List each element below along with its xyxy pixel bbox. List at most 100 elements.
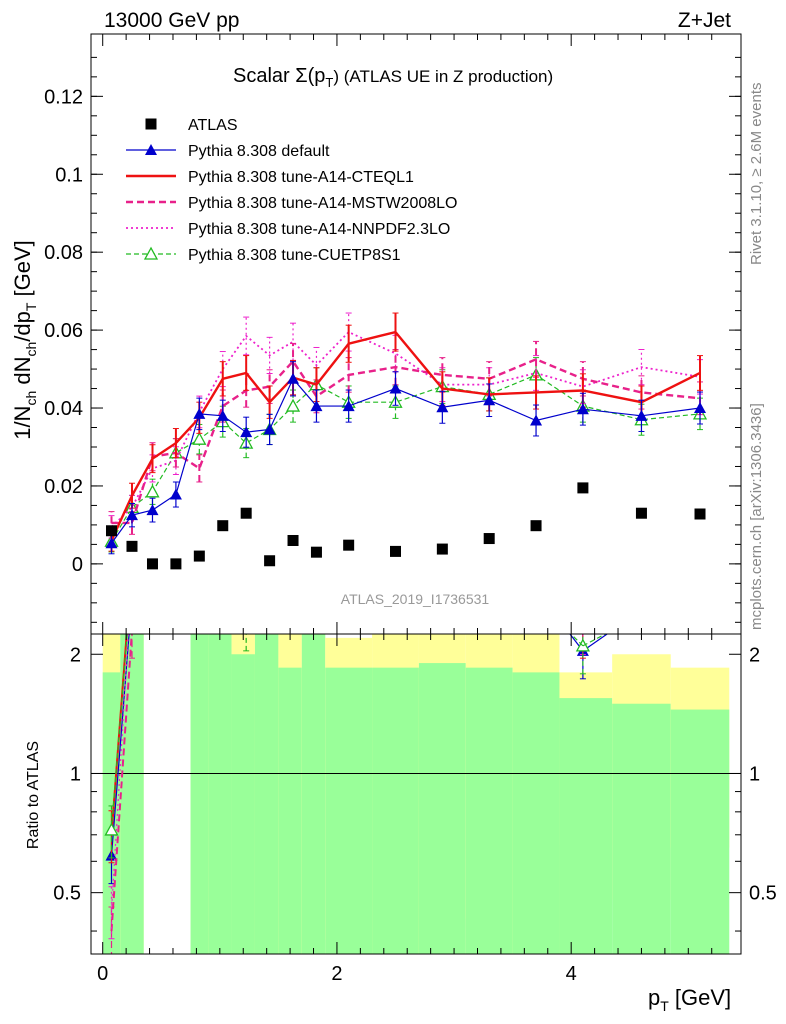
ratio-offscale-line-cuetp	[570, 634, 584, 647]
ratio-series	[104, 634, 609, 954]
y-axis-label-part: 1/N	[10, 406, 35, 440]
legend-marker-default	[145, 144, 157, 155]
band-inner	[612, 703, 671, 954]
y-tick-label: 0	[72, 554, 83, 576]
data-point-cuetp	[285, 398, 301, 412]
main-y-axis-label: 1/Nch dNch/dpT [GeV]	[10, 240, 39, 440]
data-point-default	[483, 394, 496, 406]
x-tick-label: 4	[566, 963, 577, 985]
ratio-y-tick-label: 1	[70, 763, 81, 785]
y-axis-label-part: T	[23, 302, 39, 311]
title-part: T	[325, 75, 333, 90]
y-tick-label: 0.02	[44, 476, 83, 498]
side-label-rivet: Rivet 3.1.10, ≥ 2.6M events	[748, 83, 765, 266]
title-part: ) (ATLAS UE in Z production)	[333, 67, 553, 86]
legend-item-cuetp: Pythia 8.308 tune-CUETP8S1	[126, 246, 401, 264]
data-point-atlas	[240, 507, 252, 519]
data-point-default	[216, 409, 229, 421]
data-point-cuetp	[145, 484, 160, 498]
data-point-atlas	[635, 507, 647, 519]
data-point-atlas	[146, 558, 158, 570]
data-point-atlas	[343, 539, 355, 551]
ratio-y-axis-label: Ratio to ATLAS	[25, 741, 42, 849]
data-point-default	[287, 372, 300, 384]
ratio-line-cuetp	[110, 634, 128, 831]
data-point-cuetp	[192, 431, 207, 445]
ratio-y-tick-label-right: 2	[749, 644, 760, 666]
ratio-y-tick-label: 2	[70, 644, 81, 666]
band-inner	[231, 654, 255, 954]
y-axis-label-part: ch	[23, 391, 39, 406]
data-point-default	[436, 401, 449, 413]
band-inner	[670, 709, 730, 954]
title-part: Scalar	[233, 65, 295, 87]
data-point-default	[310, 400, 323, 412]
ratio-plot-frame	[90, 633, 742, 955]
legend-label-nnpdf: Pythia 8.308 tune-A14-NNPDF2.3LO	[188, 221, 450, 238]
data-point-atlas	[694, 508, 706, 520]
data-point-default	[125, 509, 138, 521]
legend-label-default: Pythia 8.308 default	[188, 143, 330, 160]
ratio-y-tick-label: 0.5	[53, 883, 81, 905]
data-point-atlas	[287, 534, 299, 546]
data-point-atlas	[483, 533, 495, 545]
data-point-default	[146, 504, 159, 516]
data-point-default	[694, 402, 707, 414]
y-tick-label: 0.12	[44, 86, 83, 108]
ratio-series-cuetp	[104, 634, 607, 859]
data-point-atlas	[264, 555, 276, 567]
ratio-point-cuetp	[104, 822, 119, 836]
band-inner	[278, 667, 302, 954]
y-tick-label: 0.06	[44, 320, 83, 342]
x-tick-label: 2	[331, 963, 342, 985]
data-point-default	[193, 407, 206, 419]
x-label-part: T	[660, 998, 669, 1014]
band-inner	[208, 634, 232, 954]
band-inner	[301, 634, 326, 954]
y-axis-label-part: ch	[23, 342, 39, 357]
main-chart-title: Scalar Σ(pT) (ATLAS UE in Z production)	[233, 65, 553, 90]
header-right-label: Z+Jet	[678, 9, 731, 32]
data-point-atlas	[217, 520, 229, 532]
data-point-default	[169, 488, 182, 500]
data-point-atlas	[530, 520, 542, 532]
legend-marker-cuetp	[143, 246, 159, 260]
legend-label-cuetp: Pythia 8.308 tune-CUETP8S1	[188, 247, 401, 264]
legend-item-atlas: ATLAS	[145, 117, 238, 134]
header-left-label: 13000 GeV pp	[104, 9, 239, 32]
data-point-atlas	[310, 546, 322, 558]
title-part: Σ(p	[295, 65, 325, 87]
y-axis-label-part: /dp	[10, 311, 35, 342]
legend-label-atlas: ATLAS	[188, 117, 238, 134]
band-inner	[254, 634, 279, 954]
side-label-mcplots: mcplots.cern.ch [arXiv:1306.3436]	[748, 403, 765, 630]
legend-item-mstw: Pythia 8.308 tune-A14-MSTW2008LO	[126, 195, 457, 212]
y-tick-label: 0.04	[44, 398, 83, 420]
data-point-atlas	[170, 558, 182, 570]
data-point-default	[576, 403, 589, 415]
y-axis-label-part: dN	[10, 357, 35, 391]
data-point-default	[342, 400, 355, 412]
band-inner	[325, 667, 373, 954]
data-point-atlas	[577, 482, 589, 494]
data-point-default	[530, 414, 543, 426]
data-point-atlas	[126, 540, 138, 552]
ratio-line-default	[110, 634, 130, 856]
uncertainty-bands	[102, 634, 730, 954]
series-line-cteql1	[110, 330, 701, 541]
ratio-plot-panel: 0.5 0.5 1 1 2 2 0 2 4 Ratio to ATLAS pT [GeV]	[25, 633, 777, 1014]
x-label-part: [GeV]	[669, 985, 731, 1010]
series-cteql1	[108, 312, 704, 552]
y-tick-label: 0.08	[44, 242, 83, 264]
legend-marker-atlas	[145, 118, 157, 130]
y-tick-label: 0.1	[55, 164, 83, 186]
band-inner	[465, 667, 513, 954]
band-inner	[120, 634, 144, 954]
ratio-line-nnpdf	[110, 634, 129, 911]
y-axis-label-part: [GeV]	[10, 240, 35, 302]
series-line-cuetp	[110, 374, 701, 542]
data-point-atlas	[390, 545, 402, 557]
data-point-default	[263, 423, 276, 435]
x-axis-label: pT [GeV]	[648, 985, 731, 1014]
data-point-atlas	[193, 550, 205, 562]
